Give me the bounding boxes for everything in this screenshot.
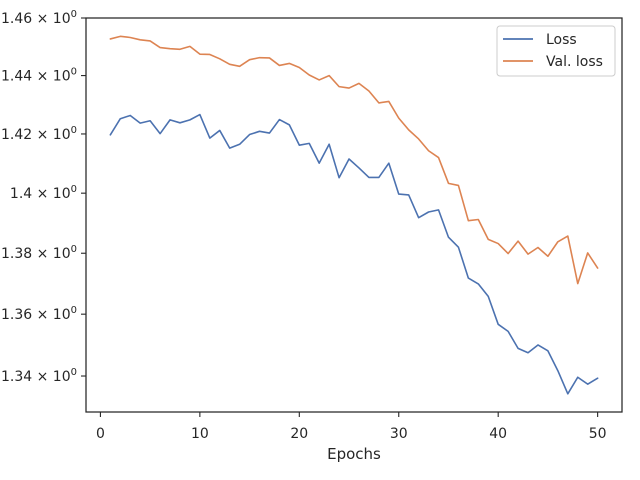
y-tick-label: 1.42 × 100 <box>1 125 77 143</box>
x-tick-label: 30 <box>390 426 408 442</box>
x-tick-label: 40 <box>489 426 507 442</box>
x-tick-label: 20 <box>290 426 308 442</box>
series-line-1 <box>109 35 599 285</box>
y-tick-label: 1.34 × 100 <box>1 367 77 385</box>
series-layer <box>109 35 599 395</box>
y-tick-label: 1.36 × 100 <box>1 305 77 323</box>
x-tick-label: 0 <box>96 426 105 442</box>
y-tick-label: 1.46 × 100 <box>1 9 77 27</box>
x-axis-title: Epochs <box>327 445 381 463</box>
y-tick-label: 1.4 × 100 <box>10 184 77 202</box>
x-tick-label: 10 <box>191 426 209 442</box>
series-line-0 <box>109 113 599 395</box>
legend-label-1: Val. loss <box>546 54 603 70</box>
x-tick-label: 50 <box>589 426 607 442</box>
y-axis: 1.34 × 100 1.36 × 100 1.38 × 100 1.4 × 100 1… <box>1 9 86 385</box>
legend: Loss Val. loss <box>496 25 616 77</box>
legend-label-0: Loss <box>546 32 577 48</box>
y-tick-label: 1.38 × 100 <box>1 244 77 262</box>
y-tick-label: 1.44 × 100 <box>1 67 77 85</box>
x-axis: 0 10 20 30 40 50 <box>96 412 607 442</box>
plot-frame <box>85 17 623 413</box>
